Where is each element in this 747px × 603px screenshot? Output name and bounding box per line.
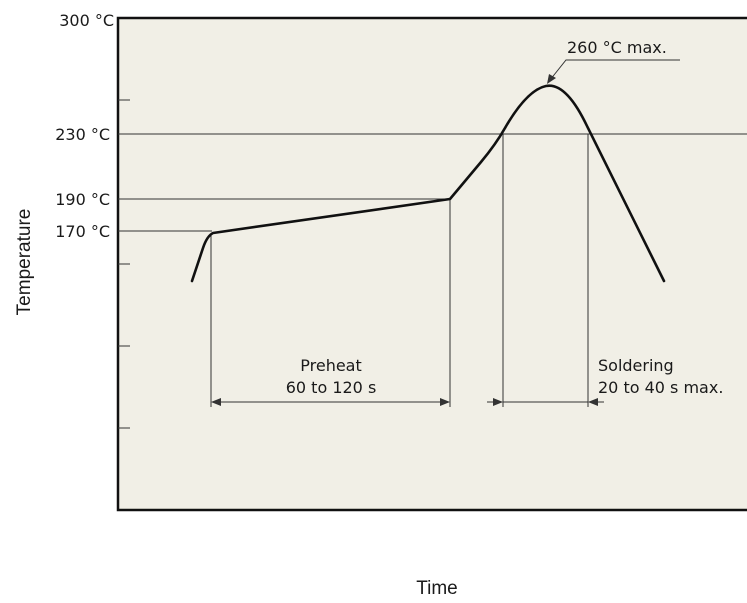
- x-axis-title: Time: [416, 578, 458, 599]
- peak-leader-arrowhead: [547, 74, 556, 84]
- peak-leader-line: [549, 59, 680, 81]
- preheat-duration-label: 60 to 120 s: [286, 378, 377, 397]
- preheat-label: Preheat: [300, 356, 362, 375]
- temperature-profile-curve: [190, 84, 666, 283]
- peak-temperature-label: 260 °C max.: [567, 38, 667, 57]
- plot-area: [116, 16, 747, 512]
- y-axis-ticks: [118, 99, 130, 429]
- y-axis-title: Temperature: [14, 209, 35, 316]
- y-tick-label-170: 170 °C: [55, 222, 110, 241]
- soldering-label: Soldering: [598, 356, 674, 375]
- soldering-duration-label: 20 to 40 s max.: [598, 378, 723, 397]
- y-tick-label-190: 190 °C: [55, 190, 110, 209]
- y-tick-label-300: 300 °C: [59, 11, 114, 30]
- y-tick-label-230: 230 °C: [55, 125, 110, 144]
